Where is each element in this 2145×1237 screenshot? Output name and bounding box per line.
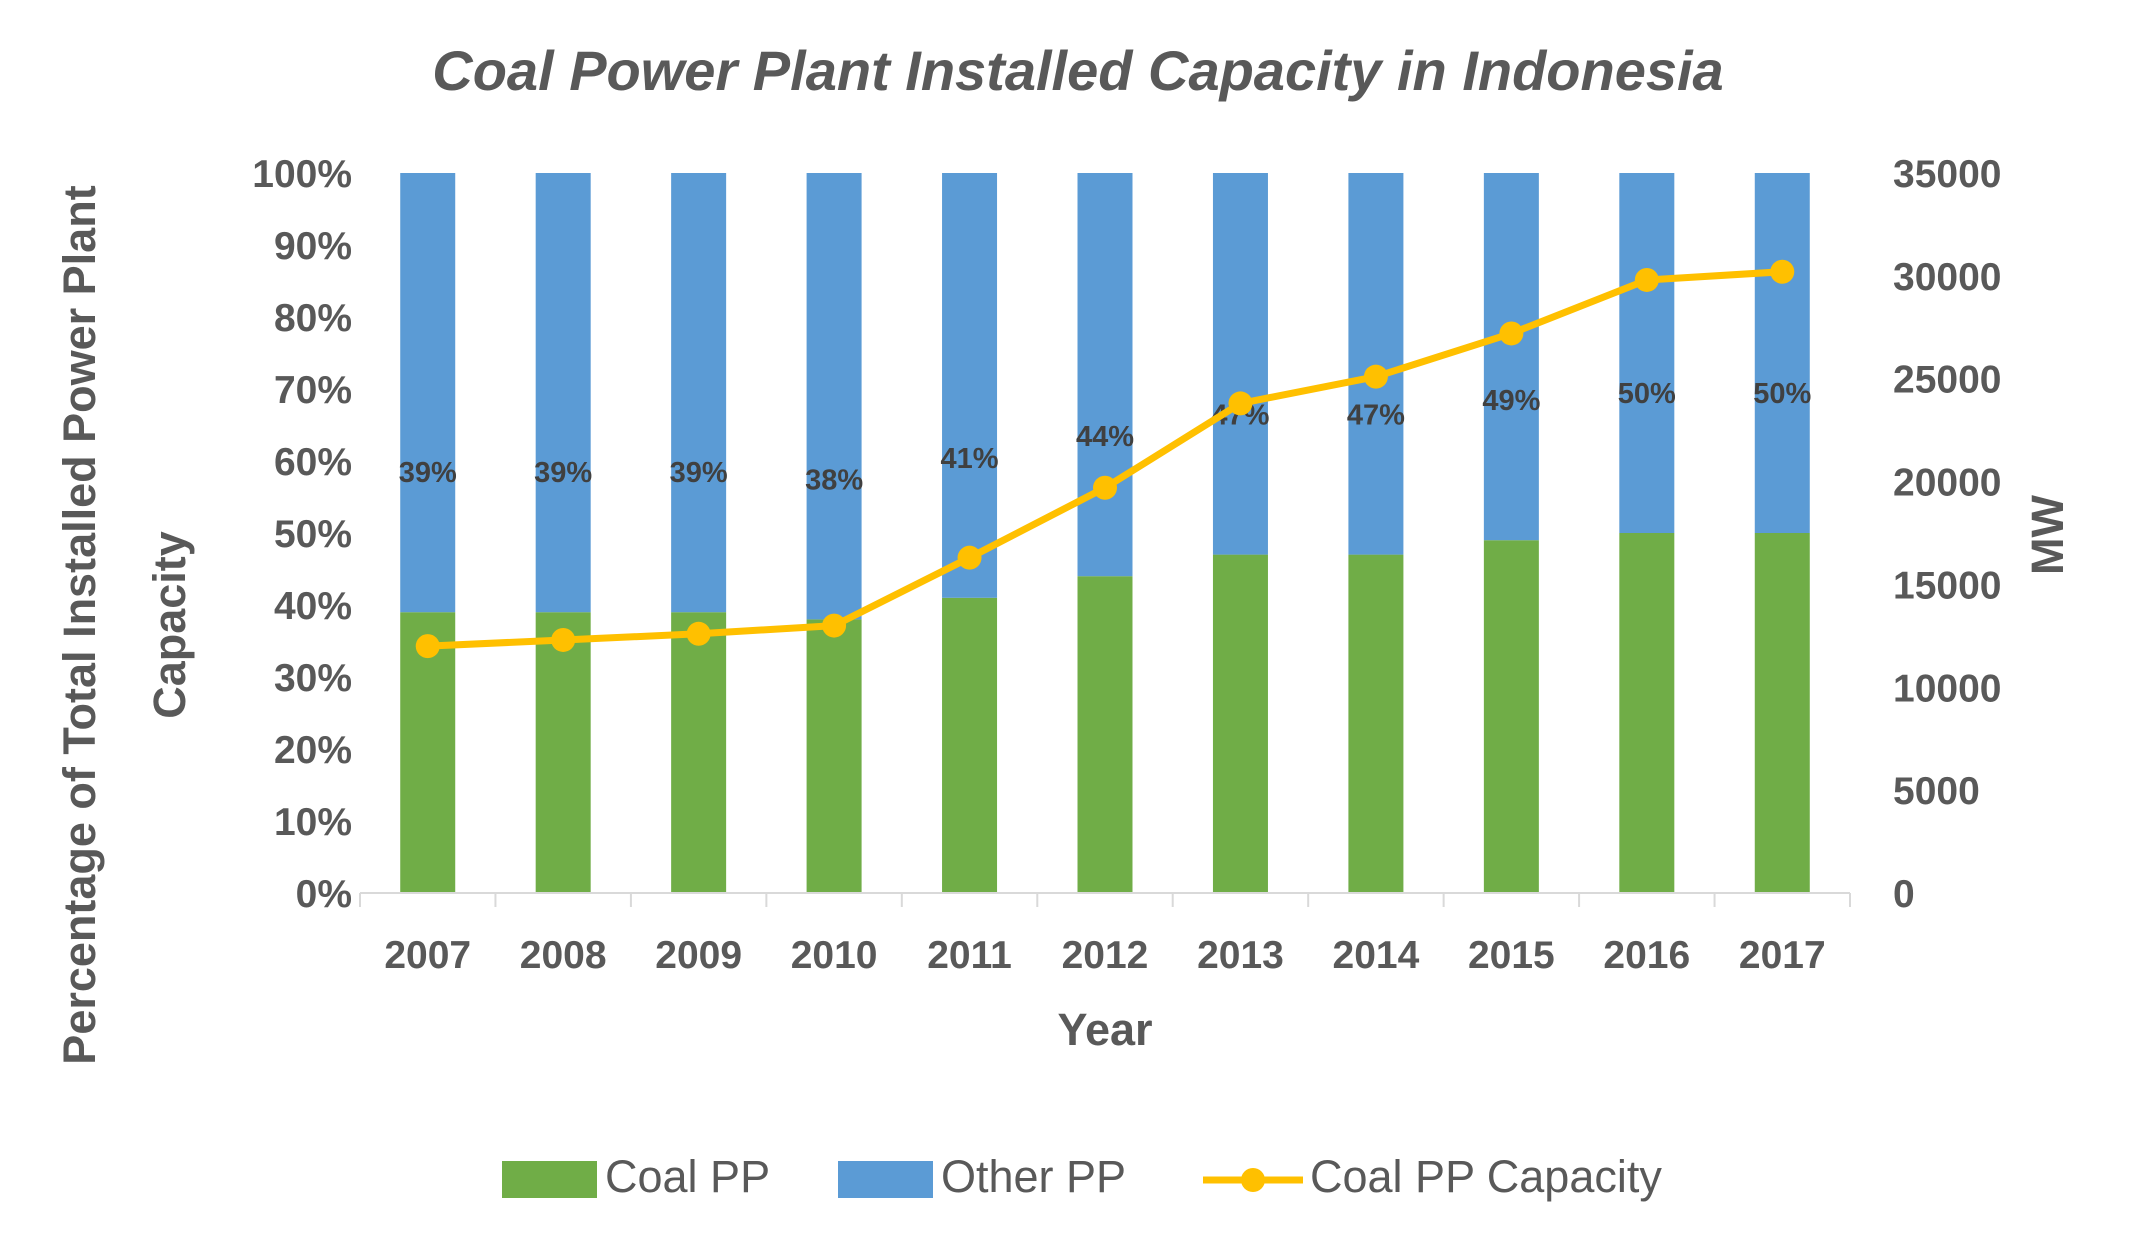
point-coal-pp-capacity-2009 <box>686 621 711 646</box>
y-tick-label-60%: 60% <box>274 441 352 484</box>
x-tick-label-2013: 2013 <box>1197 934 1284 977</box>
point-coal-pp-capacity-2017 <box>1770 259 1795 284</box>
point-coal-pp-capacity-2007 <box>415 634 440 659</box>
y-tick-label-100%: 100% <box>252 153 352 196</box>
y-tick-label-30%: 30% <box>274 657 352 700</box>
axes-group: 2007 2008 2009 2010 2011 2012 2013 2014 2015 2016… <box>252 153 2001 977</box>
bar-coal-pp-2015 <box>1483 540 1539 893</box>
bar-coal-pp-2016 <box>1619 533 1675 893</box>
legend: Coal PP Other PP Coal PP Capacity <box>502 1151 1662 1202</box>
legend-label-other-pp: Other PP <box>941 1151 1126 1202</box>
y2-tick-label-15000: 15000 <box>1893 564 2001 607</box>
point-coal-pp-capacity-2012 <box>1093 475 1117 500</box>
bar-coal-pp-2014 <box>1348 554 1404 893</box>
bars-group <box>400 173 1810 893</box>
bar-coal-pp-2012 <box>1077 576 1133 893</box>
data-labels-group: 39% 39% 39% 38%41%44%47% 47% 49% 50% 50% <box>399 378 1812 496</box>
y-tick-label-40%: 40% <box>274 585 352 628</box>
bar-coal-pp-2013 <box>1212 554 1268 893</box>
point-coal-pp-capacity-2008 <box>551 627 576 652</box>
y-tick-label-10%: 10% <box>274 801 352 844</box>
bar-other-pp-2009 <box>671 173 727 613</box>
legend-label-coal-pp: Coal PP <box>605 1151 770 1202</box>
point-coal-pp-capacity-2010 <box>822 613 847 638</box>
point-coal-pp-capacity-2015 <box>1499 321 1524 346</box>
bar-coal-pp-2010 <box>806 619 862 893</box>
data-label-coal-pp-2009: 39% <box>670 457 728 489</box>
data-label-coal-pp-2014: 47% <box>1347 400 1405 432</box>
bar-coal-pp-2007 <box>400 612 456 893</box>
y-tick-label-0%: 0% <box>296 873 352 916</box>
point-coal-pp-capacity-2013 <box>1228 391 1253 416</box>
y-tick-label-80%: 80% <box>274 297 352 340</box>
y2-tick-label-20000: 20000 <box>1893 462 2001 505</box>
y-tick-label-20%: 20% <box>274 729 352 772</box>
data-label-coal-pp-2010: 38% <box>805 464 863 496</box>
line-series-group <box>415 259 1795 659</box>
y-tick-label-70%: 70% <box>274 369 352 412</box>
x-tick-label-2012: 2012 <box>1062 934 1149 977</box>
y2-tick-label-10000: 10000 <box>1893 667 2001 710</box>
legend-swatch-other-pp <box>838 1161 933 1198</box>
bar-other-pp-2010 <box>806 173 862 620</box>
bar-other-pp-2015 <box>1483 173 1539 541</box>
y2-tick-label-0: 0 <box>1893 873 1915 916</box>
point-coal-pp-capacity-2011 <box>957 545 982 570</box>
data-label-coal-pp-2017: 50% <box>1753 378 1811 410</box>
data-label-coal-pp-2015: 49% <box>1482 385 1540 417</box>
bar-other-pp-2016 <box>1619 173 1675 533</box>
bar-other-pp-2014 <box>1348 173 1404 555</box>
bar-other-pp-2013 <box>1212 173 1268 555</box>
x-tick-label-2009: 2009 <box>655 934 742 977</box>
y-axis-title-line-1: Percentage of Total Installed Power Plan… <box>54 185 105 1064</box>
x-tick-label-2015: 2015 <box>1468 934 1555 977</box>
data-label-coal-pp-2008: 39% <box>534 457 592 489</box>
bar-other-pp-2007 <box>400 173 456 613</box>
x-tick-label-2008: 2008 <box>520 934 607 977</box>
bar-coal-pp-2008 <box>535 612 591 893</box>
y2-axis-title: MW <box>2022 494 2073 574</box>
legend-marker-coal-pp-capacity <box>1241 1168 1265 1192</box>
y-tick-label-90%: 90% <box>274 225 352 268</box>
data-label-coal-pp-2011: 41% <box>941 443 999 475</box>
data-label-coal-pp-2007: 39% <box>399 457 457 489</box>
bar-coal-pp-2011 <box>942 597 998 893</box>
point-coal-pp-capacity-2016 <box>1634 267 1659 292</box>
y-axis-title: Percentage of Total Installed Power Plan… <box>54 185 195 1064</box>
legend-swatch-coal-pp <box>502 1161 597 1198</box>
bar-other-pp-2012 <box>1077 173 1133 577</box>
y-tick-label-50%: 50% <box>274 513 352 556</box>
legend-label-coal-pp-capacity: Coal PP Capacity <box>1310 1151 1662 1202</box>
x-axis-title: Year <box>1057 1004 1152 1055</box>
bar-other-pp-2011 <box>942 173 998 598</box>
data-label-coal-pp-2012: 44% <box>1076 421 1134 453</box>
data-label-coal-pp-2016: 50% <box>1618 378 1676 410</box>
chart-title: Coal Power Plant Installed Capacity in I… <box>432 39 1723 102</box>
bar-coal-pp-2009 <box>671 612 727 893</box>
x-tick-label-2007: 2007 <box>384 934 471 977</box>
bar-other-pp-2017 <box>1754 173 1810 533</box>
y2-tick-label-30000: 30000 <box>1893 256 2001 299</box>
y2-tick-label-25000: 25000 <box>1893 359 2001 402</box>
bar-coal-pp-2017 <box>1754 533 1810 893</box>
x-tick-label-2011: 2011 <box>927 934 1012 977</box>
x-tick-label-2017: 2017 <box>1739 934 1826 977</box>
bar-other-pp-2008 <box>535 173 591 613</box>
x-tick-label-2014: 2014 <box>1333 934 1420 977</box>
y2-tick-label-35000: 35000 <box>1893 153 2001 196</box>
point-coal-pp-capacity-2014 <box>1363 364 1388 389</box>
x-tick-label-2016: 2016 <box>1603 934 1690 977</box>
x-tick-label-2010: 2010 <box>791 934 878 977</box>
y2-tick-label-5000: 5000 <box>1893 770 1980 813</box>
y-axis-title-line-2: Capacity <box>144 531 195 719</box>
